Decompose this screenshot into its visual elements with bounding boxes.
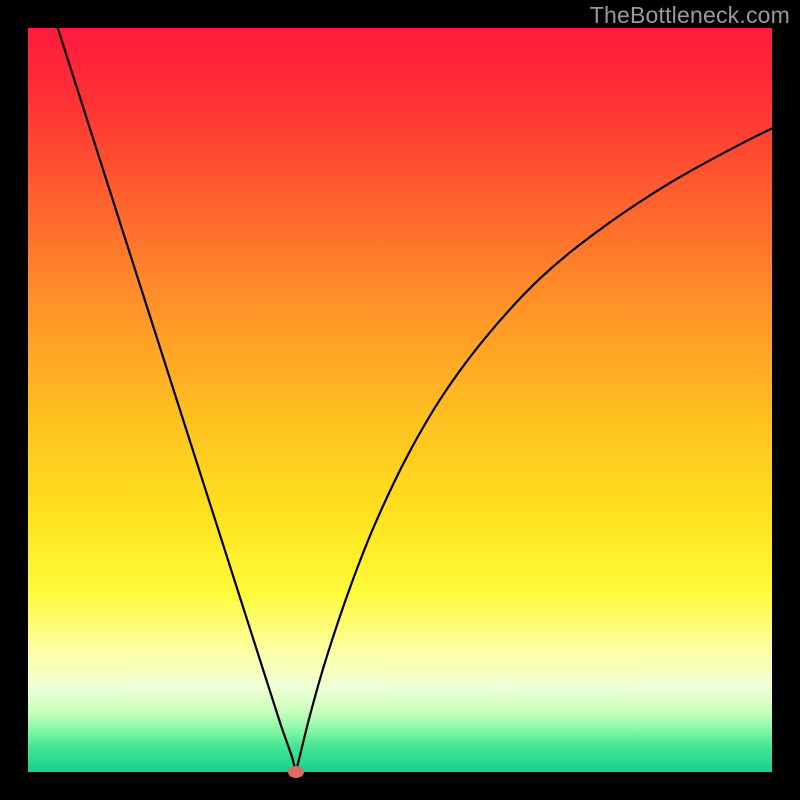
optimum-marker [288, 766, 304, 778]
chart-curve [28, 28, 772, 772]
curve-left-branch [58, 28, 296, 772]
curve-right-branch [296, 128, 772, 772]
chart-plot-area [28, 28, 772, 772]
watermark-text: TheBottleneck.com [590, 2, 790, 29]
